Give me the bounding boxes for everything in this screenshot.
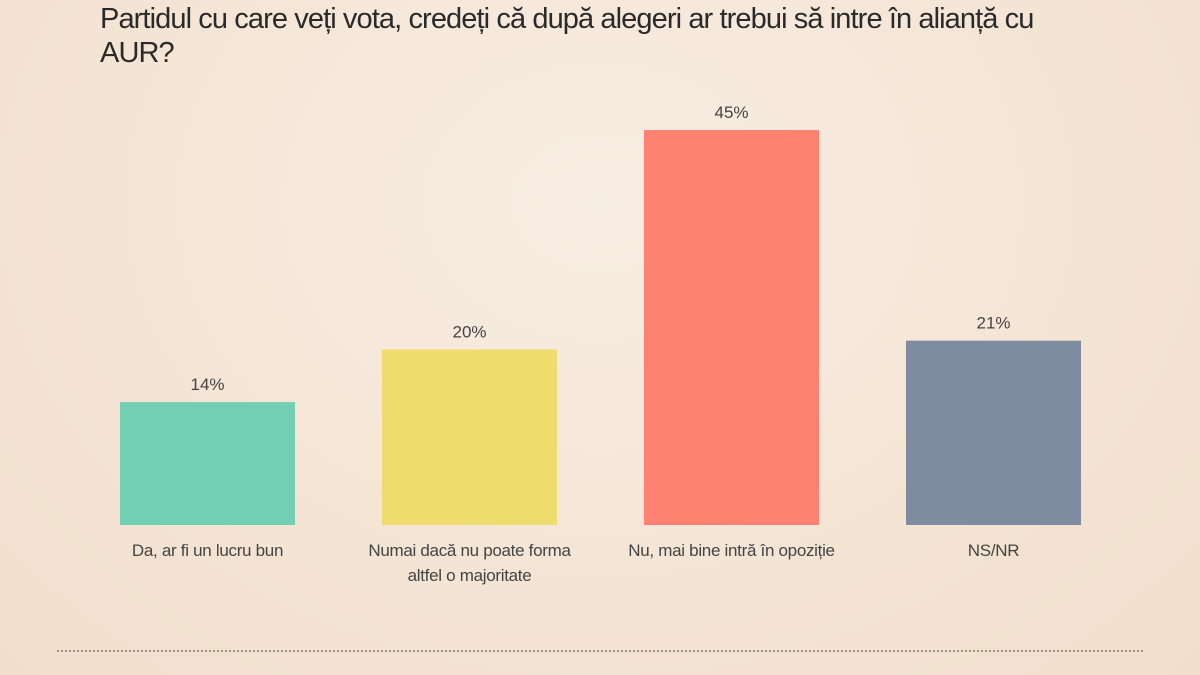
value-label: 45% bbox=[714, 103, 748, 122]
value-label: 20% bbox=[452, 322, 486, 341]
bar bbox=[906, 340, 1081, 525]
category-label: Nu, mai bine intră în opoziție bbox=[628, 541, 835, 560]
category-label: NS/NR bbox=[967, 541, 1020, 560]
bar bbox=[382, 349, 557, 525]
value-label: 14% bbox=[190, 375, 224, 394]
category-label: Da, ar fi un lucru bun bbox=[131, 541, 284, 560]
dotted-divider bbox=[57, 650, 1143, 652]
chart-title: Partidul cu care veți vota, credeți că d… bbox=[100, 3, 1034, 69]
value-label: 21% bbox=[976, 314, 1010, 333]
bar bbox=[644, 130, 819, 525]
category-label: Numai dacă nu poate forma altfel o major… bbox=[368, 541, 571, 585]
bar bbox=[120, 402, 295, 525]
